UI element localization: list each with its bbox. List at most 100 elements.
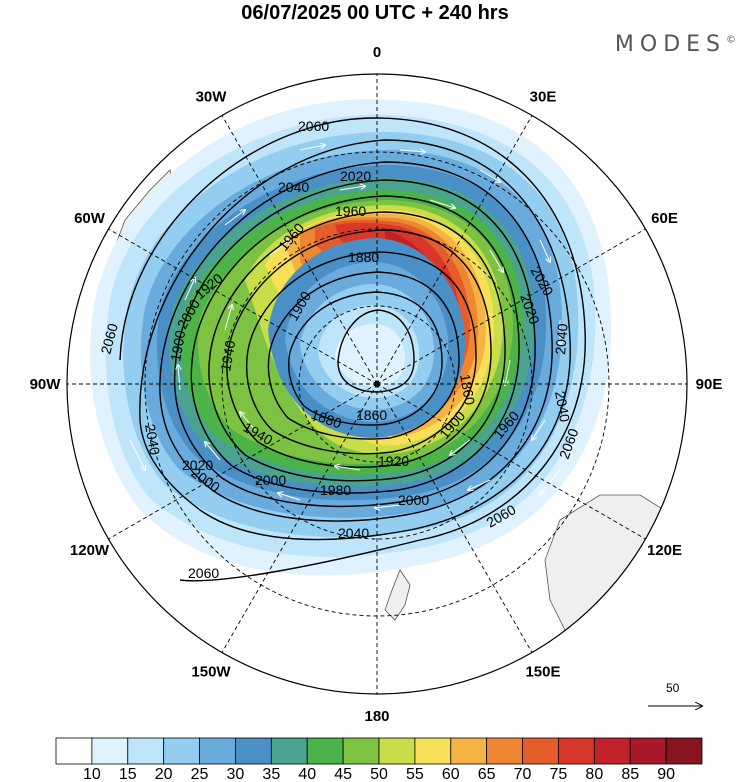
longitude-label: 60W — [74, 210, 106, 227]
contour-1880 — [288, 291, 443, 426]
meridian-line — [376, 383, 533, 653]
longitude-label: 30E — [530, 89, 557, 106]
contour-2000 — [173, 179, 536, 508]
wind-vector — [489, 249, 503, 272]
meridian-line — [108, 228, 378, 385]
colorbar-tick-label: 55 — [406, 766, 424, 782]
contour-label: 2000 — [255, 472, 286, 488]
wind-vector — [240, 412, 256, 431]
colorbar-tick-label: 30 — [227, 766, 245, 782]
chart-title: 06/07/2025 00 UTC + 240 hrs — [241, 2, 509, 24]
land-australia — [544, 494, 687, 661]
brand-logo: MODES© — [615, 32, 736, 57]
colorbar-swatch — [558, 737, 595, 765]
wind-vector — [269, 240, 290, 256]
wind-vector — [540, 469, 561, 495]
colorbar — [55, 737, 703, 765]
colorbar-swatch — [665, 737, 703, 765]
colorbar-swatch — [486, 737, 523, 765]
colorbar-swatch — [55, 737, 93, 765]
contour-label: 2020 — [182, 457, 213, 473]
height-contours — [119, 117, 586, 582]
colorbar-swatch — [306, 737, 344, 765]
colorbar-tick-label: 35 — [262, 766, 280, 782]
shade-core-15 — [335, 324, 405, 387]
meridian-line — [221, 383, 378, 653]
colorbar-swatch — [629, 737, 667, 765]
contour-label: 2040 — [278, 179, 309, 195]
wind-vector — [224, 210, 245, 226]
colorbar-swatch — [163, 737, 200, 765]
wind-vector — [468, 479, 491, 490]
colorbar-tick-label: 65 — [478, 766, 496, 782]
longitude-labels: 0 30E 60E 90E 120E 150E 180 150W 120W 90W 60W 30W — [30, 44, 723, 725]
contour-1860 — [337, 309, 415, 393]
wind-vector — [299, 145, 325, 151]
contour-label: 2020 — [340, 168, 371, 184]
contour-label: 2060 — [188, 565, 219, 581]
wind-vector — [532, 419, 546, 440]
wind-vector — [335, 466, 361, 471]
brand-name: MODES — [614, 32, 726, 57]
map-frame — [66, 73, 688, 695]
colorbar-tick-label: 60 — [442, 766, 460, 782]
wind-vector — [505, 359, 511, 385]
reference-vector-label: 50 — [666, 681, 680, 695]
colorbar-tick-label: 25 — [191, 766, 209, 782]
contour-1940 — [226, 229, 492, 468]
longitude-label: 90E — [696, 376, 723, 393]
longitude-label: 30W — [196, 89, 228, 106]
colorbar-tick-label: 10 — [83, 766, 101, 782]
contour-label: 2040 — [142, 423, 163, 457]
colorbar-tick-label: 85 — [621, 766, 639, 782]
wind-vector — [224, 305, 232, 331]
land-new-zealand — [384, 569, 411, 621]
longitude-label: 180 — [364, 708, 389, 725]
meridians — [67, 74, 687, 694]
colorbar-swatch — [91, 737, 129, 765]
contour-label: 1960 — [335, 203, 366, 219]
colorbar-swatch — [378, 737, 416, 765]
wind-vectors — [129, 145, 561, 508]
contour-label: 2040 — [338, 525, 369, 541]
meridian-line — [376, 115, 533, 385]
longitude-label: 60E — [651, 210, 678, 227]
contour-label: 1900 — [167, 329, 188, 363]
colorbar-tick-label: 80 — [585, 766, 603, 782]
wind-vector — [375, 505, 401, 508]
contour-label: 2040 — [552, 323, 571, 356]
contour-2060 — [119, 117, 586, 582]
colorbar-tick-label: 20 — [155, 766, 173, 782]
colorbar-tick-label: 75 — [550, 766, 568, 782]
colorbar-tick-label: 45 — [334, 766, 352, 782]
colorbar-swatch — [414, 737, 452, 765]
wind-vector — [399, 150, 425, 152]
colorbar-tick-label: 50 — [370, 766, 388, 782]
wind-vector — [429, 199, 455, 208]
wind-vector — [450, 439, 471, 455]
longitude-label: 120E — [647, 542, 682, 559]
colorbar-swatch — [270, 737, 308, 765]
wind-vector — [539, 239, 550, 262]
wind-vector — [184, 278, 195, 301]
colorbar-swatch — [199, 737, 236, 765]
colorbar-swatch — [450, 737, 488, 765]
contour-label: 1860 — [457, 373, 478, 407]
contour-label: 1940 — [217, 339, 238, 373]
colorbar-tick-label: 70 — [514, 766, 532, 782]
meridian-line — [221, 115, 378, 385]
meridian-line — [376, 228, 646, 385]
contour-label: 2040 — [552, 390, 573, 424]
colorbar-tick-label: 15 — [119, 766, 137, 782]
longitude-label: 150W — [191, 664, 231, 681]
contour-1920 — [245, 251, 477, 455]
colorbar-swatch — [127, 737, 165, 765]
wind-vector — [339, 186, 365, 191]
map-content — [90, 74, 687, 661]
contour-label: 2060 — [97, 321, 121, 355]
contour-label: 1980 — [320, 482, 351, 498]
contour-1960 — [208, 211, 506, 482]
colorbar-swatch — [593, 737, 631, 765]
contour-label: 1880 — [348, 249, 379, 265]
colorbar-tick-label: 40 — [298, 766, 316, 782]
